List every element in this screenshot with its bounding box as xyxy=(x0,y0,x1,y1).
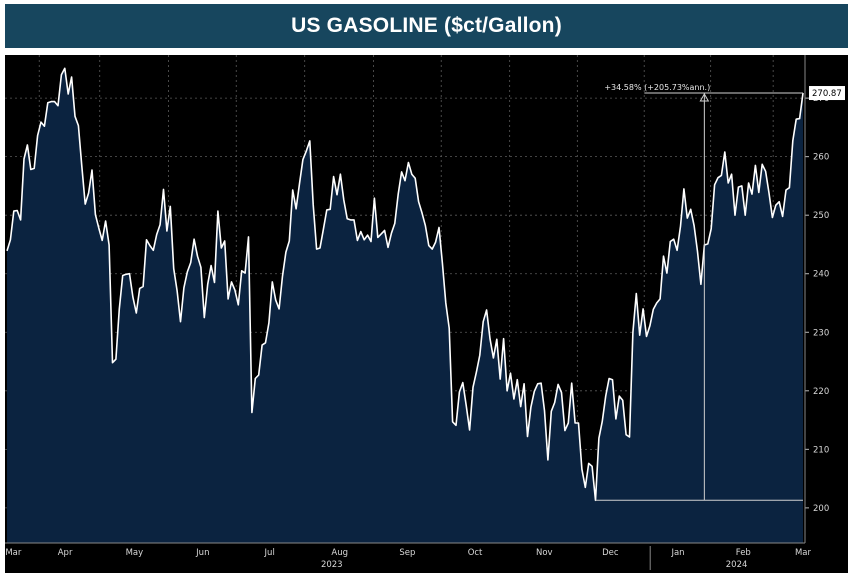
x-tick-label: Jun xyxy=(195,548,209,558)
annotation-label: +34.58% (+205.73%ann.) xyxy=(604,83,710,92)
y-tick-label: 220 xyxy=(813,387,829,397)
y-tick-label: 250 xyxy=(813,211,829,221)
price-area-fill xyxy=(7,68,803,544)
price-chart: +34.58% (+205.73%ann.) 20021022023024025… xyxy=(5,55,848,573)
y-tick-label: 200 xyxy=(813,504,829,514)
x-tick-label: Mar xyxy=(795,548,812,558)
change-annotation: +34.58% (+205.73%ann.) xyxy=(595,83,803,501)
last-value-label: 270.87 xyxy=(812,89,842,99)
x-tick-label: Dec xyxy=(602,548,619,558)
x-tick-label: Oct xyxy=(468,548,483,558)
x-tick-label: May xyxy=(126,548,144,558)
x-axis-band xyxy=(5,543,848,573)
chart-title: US GASOLINE ($ct/Gallon) xyxy=(291,14,562,37)
x-tick-label: Jan xyxy=(670,548,684,558)
year-label: 2024 xyxy=(726,560,748,570)
chart-area: +34.58% (+205.73%ann.) 200 210 220 230 240 25… xyxy=(5,55,848,573)
x-tick-label: Aug xyxy=(331,548,348,558)
y-tick-label: 260 xyxy=(813,153,829,163)
x-tick-label: Nov xyxy=(536,548,553,558)
y-tick-label: 240 xyxy=(813,270,829,280)
title-bar: US GASOLINE ($ct/Gallon) xyxy=(5,4,848,48)
price-line xyxy=(6,67,804,502)
last-value-tag xyxy=(809,86,845,101)
axes: 200210220230240250260270MarAprMayJunJulA… xyxy=(5,55,848,573)
y-tick-label: 210 xyxy=(813,445,829,455)
x-tick-label: Jul xyxy=(264,548,275,558)
annotation-arrow-icon xyxy=(699,93,710,102)
year-label: 2023 xyxy=(321,560,343,570)
x-tick-label: Sep xyxy=(399,548,415,558)
y-tick-label: 230 xyxy=(813,328,829,338)
x-tick-label: Mar xyxy=(5,548,22,558)
x-tick-label: Apr xyxy=(58,548,73,558)
x-tick-label: Feb xyxy=(736,548,751,558)
